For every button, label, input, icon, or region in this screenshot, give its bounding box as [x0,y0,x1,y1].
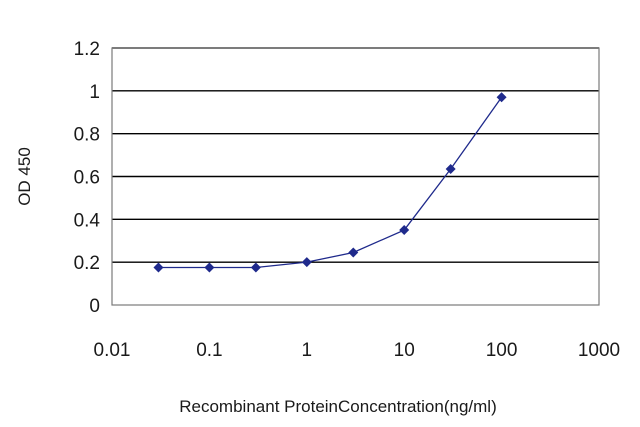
x-tick-label: 10 [394,340,415,361]
plot-area-frame [111,47,600,306]
x-tick-label: 1 [302,340,313,361]
y-axis-tick-labels: 0 0.2 0.4 0.6 0.8 1 1.2 [74,39,101,317]
series-line [158,96,503,269]
y-tick-label: 1 [89,82,100,103]
x-tick-label: 1000 [578,340,620,361]
data-point [399,225,410,236]
x-tick-label: 0.01 [94,340,131,361]
y-tick-label: 0.4 [74,210,101,231]
data-point [496,92,507,103]
x-axis-tick-labels: 0.01 0.1 1 10 100 1000 [94,340,621,361]
data-point [445,164,456,175]
y-tick-label: 0 [89,296,100,317]
x-tick-label: 100 [486,340,518,361]
data-point [153,262,164,273]
data-point [301,257,312,268]
x-axis-title: Recombinant ProteinConcentration(ng/ml) [179,397,497,416]
y-tick-label: 0.2 [74,253,100,274]
x-tick-label: 0.1 [196,340,222,361]
data-point [348,247,359,258]
grid-lines [112,47,599,263]
y-tick-label: 0.6 [74,168,100,189]
series-layer [153,92,507,273]
data-point [250,262,261,273]
y-tick-label: 1.2 [74,39,100,60]
y-axis-title: OD 450 [15,147,34,206]
data-point [204,262,215,273]
y-tick-label: 0.8 [74,125,100,146]
